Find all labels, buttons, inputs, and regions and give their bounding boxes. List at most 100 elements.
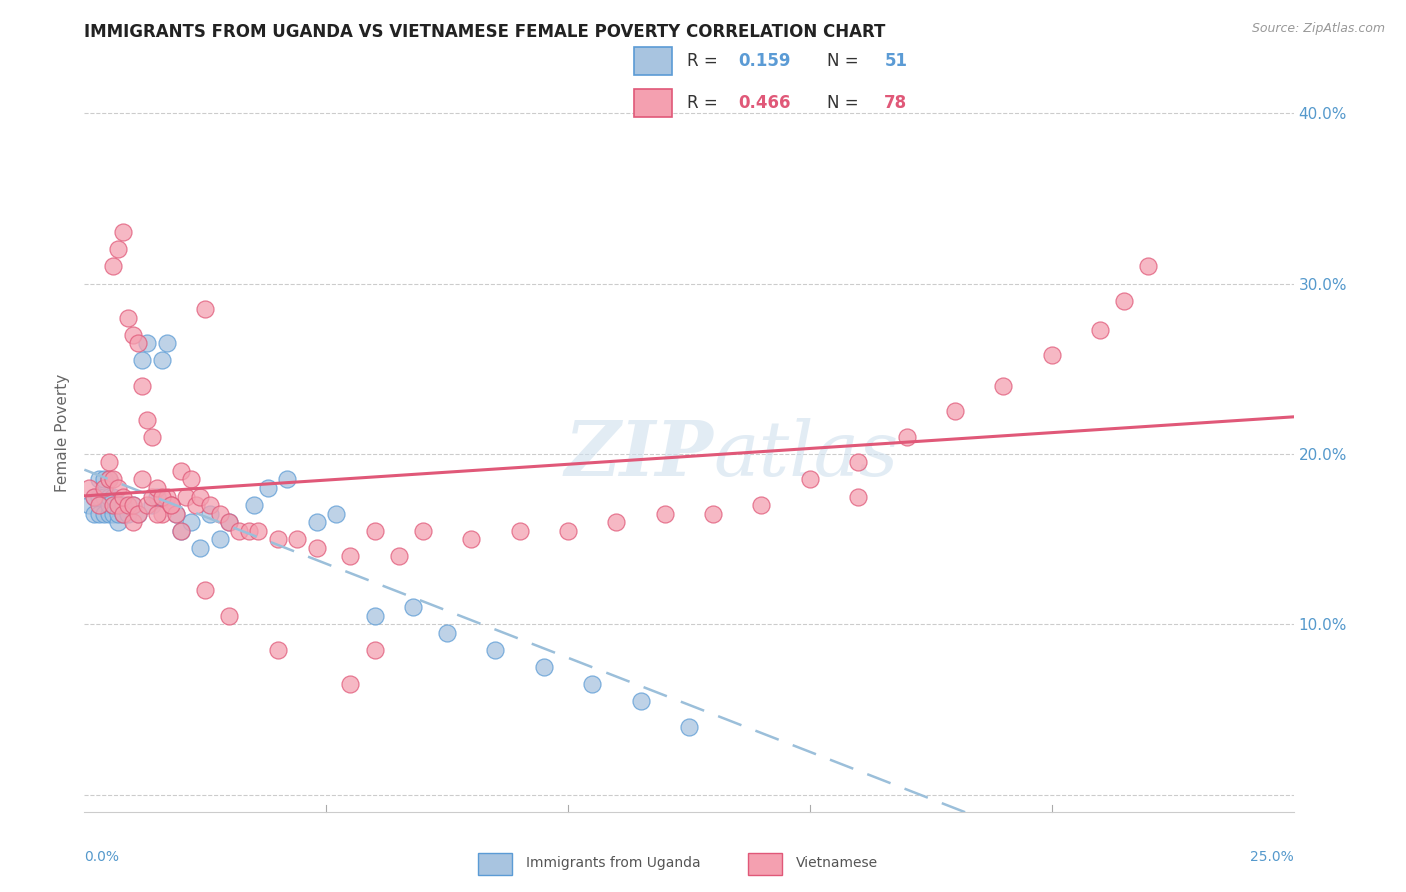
Point <box>97 473 120 487</box>
Point <box>228 524 250 538</box>
Point <box>267 532 290 546</box>
Point <box>339 677 361 691</box>
Point <box>678 719 700 733</box>
Point <box>112 490 135 504</box>
Text: R =: R = <box>688 52 723 70</box>
Point <box>276 473 298 487</box>
Point <box>103 507 125 521</box>
Point <box>943 404 966 418</box>
Point <box>107 515 129 529</box>
Point <box>141 490 163 504</box>
Point <box>436 625 458 640</box>
Point <box>93 507 115 521</box>
Point <box>846 490 869 504</box>
Point <box>165 507 187 521</box>
Point <box>605 515 627 529</box>
Point <box>93 481 115 495</box>
Text: 0.466: 0.466 <box>738 95 790 112</box>
Text: 78: 78 <box>884 95 907 112</box>
Point <box>190 490 212 504</box>
Point <box>509 524 531 538</box>
Point <box>127 507 149 521</box>
Point <box>155 490 177 504</box>
Point <box>305 515 328 529</box>
Point <box>533 660 555 674</box>
Point <box>150 353 173 368</box>
Text: atlas: atlas <box>713 418 898 492</box>
Point <box>97 498 120 512</box>
Point <box>194 302 217 317</box>
Point <box>170 524 193 538</box>
Point <box>112 498 135 512</box>
Text: 0.159: 0.159 <box>738 52 790 70</box>
Point <box>339 549 361 563</box>
Point <box>363 643 385 657</box>
Text: 0.0%: 0.0% <box>84 850 120 864</box>
Point <box>170 524 193 538</box>
Point <box>194 583 217 598</box>
Point <box>184 498 207 512</box>
Point <box>198 507 221 521</box>
Point <box>77 481 100 495</box>
Point <box>1040 348 1063 362</box>
Point <box>107 481 129 495</box>
Point <box>131 378 153 392</box>
Point <box>117 507 139 521</box>
Text: 25.0%: 25.0% <box>1250 850 1294 864</box>
Point <box>121 498 143 512</box>
Point <box>993 378 1015 392</box>
Point <box>112 226 135 240</box>
Text: R =: R = <box>688 95 723 112</box>
Point <box>402 600 425 615</box>
Point <box>218 515 240 529</box>
Point <box>160 498 183 512</box>
Bar <box>634 89 672 117</box>
Point <box>218 608 240 623</box>
Point <box>257 481 280 495</box>
Text: IMMIGRANTS FROM UGANDA VS VIETNAMESE FEMALE POVERTY CORRELATION CHART: IMMIGRANTS FROM UGANDA VS VIETNAMESE FEM… <box>84 23 886 41</box>
Bar <box>478 853 512 875</box>
Point <box>87 473 110 487</box>
Point <box>846 455 869 469</box>
Point <box>799 473 821 487</box>
Point <box>121 327 143 342</box>
Point <box>107 498 129 512</box>
Point <box>107 243 129 257</box>
Point <box>121 498 143 512</box>
Point <box>630 694 652 708</box>
Point <box>93 473 115 487</box>
Point <box>160 498 183 512</box>
Y-axis label: Female Poverty: Female Poverty <box>55 374 70 491</box>
Point <box>146 490 169 504</box>
Point <box>107 507 129 521</box>
Point <box>160 498 183 512</box>
Point <box>1114 293 1136 308</box>
Point <box>388 549 411 563</box>
Point <box>1088 322 1111 336</box>
Text: N =: N = <box>827 95 865 112</box>
Point <box>208 507 231 521</box>
Point <box>97 473 120 487</box>
Point <box>97 507 120 521</box>
Point <box>363 524 385 538</box>
Point <box>170 464 193 478</box>
Point <box>77 498 100 512</box>
Point <box>325 507 347 521</box>
Point <box>103 498 125 512</box>
Point <box>412 524 434 538</box>
Point <box>127 336 149 351</box>
Point <box>267 643 290 657</box>
Point <box>218 515 240 529</box>
Text: 51: 51 <box>884 52 907 70</box>
Point <box>305 541 328 555</box>
Point <box>702 507 724 521</box>
Point <box>103 490 125 504</box>
Point <box>87 507 110 521</box>
Point <box>363 608 385 623</box>
Point <box>117 498 139 512</box>
Point <box>146 507 169 521</box>
Point <box>112 507 135 521</box>
Point <box>117 310 139 325</box>
Point <box>654 507 676 521</box>
Point <box>190 541 212 555</box>
